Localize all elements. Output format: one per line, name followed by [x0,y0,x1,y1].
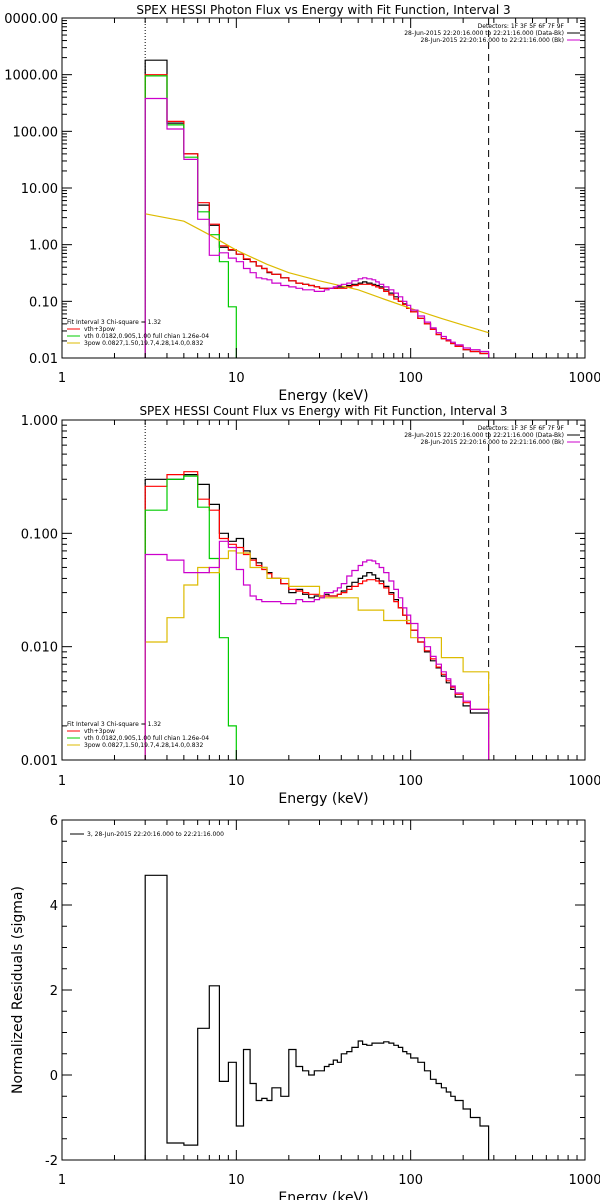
legend-entry-label: 28-Jun-2015 22:20:16.000 to 22:21:16.000… [421,37,564,44]
y-tick-label: 0.10 [29,295,58,310]
x-axis: 1 10 100 1000 Energy (keV) [58,420,600,807]
legend-detectors: Detectors: 1F 3F 5F 6F 7F 9F28-Jun-2015 … [404,23,580,44]
x-tick-label: 1000 [568,774,600,789]
legend-entry-label: vth 0.0182,0.905,1.00 full chian 1.26e-0… [84,333,209,340]
x-axis: 1 10 100 1000 Energy (keV) [58,820,600,1200]
x-tick-label: 1 [58,774,66,789]
x-tick-label: 1 [58,371,66,386]
series-line-1 [144,59,490,358]
x-tick-label: 1000 [568,371,600,386]
y-tick-label: 0 [50,1069,58,1084]
y-tick-label: -2 [45,1154,58,1169]
series-line-4 [145,213,489,334]
y-tick-label: 0.001 [21,754,58,769]
x-tick-label: 10 [228,774,245,789]
legend-header: Detectors: 1F 3F 5F 6F 7F 9F [478,425,565,432]
legend-entry-label: 28-Jun-2015 22:20:16.000 to 22:21:16.000… [404,432,564,439]
y-tick-label: 10.00 [21,182,58,197]
legend-entry-label: vth+3pow [84,326,115,333]
legend-header: Detectors: 1F 3F 5F 6F 7F 9F [478,23,565,30]
series-group [144,874,490,1160]
y-tick-label: 1.00 [29,239,58,254]
chart-panel-3: 1 10 100 1000 Energy (keV) -2 0 2 4 6 Normalized R… [10,814,600,1200]
chart-panel-1: SPEX HESSI Photon Flux vs Energy with Fi… [4,3,600,404]
plot-frame [61,819,586,1161]
legend-fit: Fit Interval 3 Chi-square = 1.32vth+3pow… [67,319,209,347]
series-line-5 [144,540,490,760]
x-axis-label: Energy (keV) [278,1190,368,1200]
legend-entry-label: 28-Jun-2015 22:20:16.000 to 22:21:16.000… [421,439,564,446]
y-tick-label: 0.010 [21,641,58,656]
plot-frame [61,419,586,761]
series-line-1 [144,874,490,1160]
y-tick-label: 100.00 [13,125,59,140]
legend-detectors: Detectors: 1F 3F 5F 6F 7F 9F28-Jun-2015 … [404,425,580,446]
x-tick-label: 10 [228,1173,245,1188]
legend-entry-label: 3pow 0.0827,1.50,19.7,4.28,14.0,0.832 [84,340,203,347]
y-tick-label: 6 [50,814,58,829]
x-tick-label: 100 [398,371,423,386]
y-tick-label: 4 [50,899,58,914]
series-group [144,471,490,760]
y-tick-label: 0.01 [29,352,58,367]
y-axis: 0.001 0.010 0.100 1.000 [21,414,585,769]
series-line-2 [144,471,490,760]
x-tick-label: 1000 [568,1173,600,1188]
y-tick-label: 0.100 [21,527,58,542]
legend-entry-label: vth 0.0182,0.905,1.00 full chian 1.26e-0… [84,735,209,742]
x-axis: 1 10 100 1000 Energy (keV) [58,18,600,404]
series-line-1 [144,474,490,760]
legend-entry-label: vth+3pow [84,728,115,735]
legend-entry-label: 3pow 0.0827,1.50,19.7,4.28,14.0,0.832 [84,742,203,749]
chart-title: SPEX HESSI Count Flux vs Energy with Fit… [139,404,507,418]
y-tick-label: 0000.00 [4,12,58,27]
legend-entry-label: 28-Jun-2015 22:20:16.000 to 22:21:16.000… [404,30,564,37]
legend-fit: Fit Interval 3 Chi-square = 1.32vth+3pow… [67,721,209,749]
series-line-2 [144,74,490,358]
legend-header: Fit Interval 3 Chi-square = 1.32 [67,721,161,728]
y-axis: -2 0 2 4 6 Normalized Residuals (sigma) [10,814,585,1169]
y-tick-label: 1000.00 [4,69,58,84]
legend-entry-label: 3, 28-Jun-2015 22:20:16.000 to 22:21:16.… [87,831,224,838]
legend-header: Fit Interval 3 Chi-square = 1.32 [67,319,161,326]
chart-title: SPEX HESSI Photon Flux vs Energy with Fi… [136,3,510,17]
series-line-5 [144,97,490,358]
series-line-3 [144,475,237,760]
x-axis-label: Energy (keV) [278,388,368,404]
y-axis: 0.01 0.10 1.00 10.00 100.00 1000.00 0000.00 [4,12,585,367]
y-tick-label: 2 [50,984,58,999]
plot-frame [61,17,586,359]
x-tick-label: 100 [398,1173,423,1188]
x-tick-label: 10 [228,371,245,386]
chart-panel-2: SPEX HESSI Count Flux vs Energy with Fit… [21,404,600,807]
legend-residuals: 3, 28-Jun-2015 22:20:16.000 to 22:21:16.… [70,831,224,838]
y-axis-label: Normalized Residuals (sigma) [10,886,26,1094]
x-tick-label: 100 [398,774,423,789]
x-tick-label: 1 [58,1173,66,1188]
x-axis-label: Energy (keV) [278,791,368,807]
series-group [144,59,490,358]
y-tick-label: 1.000 [21,414,58,429]
series-line-4 [144,550,490,760]
